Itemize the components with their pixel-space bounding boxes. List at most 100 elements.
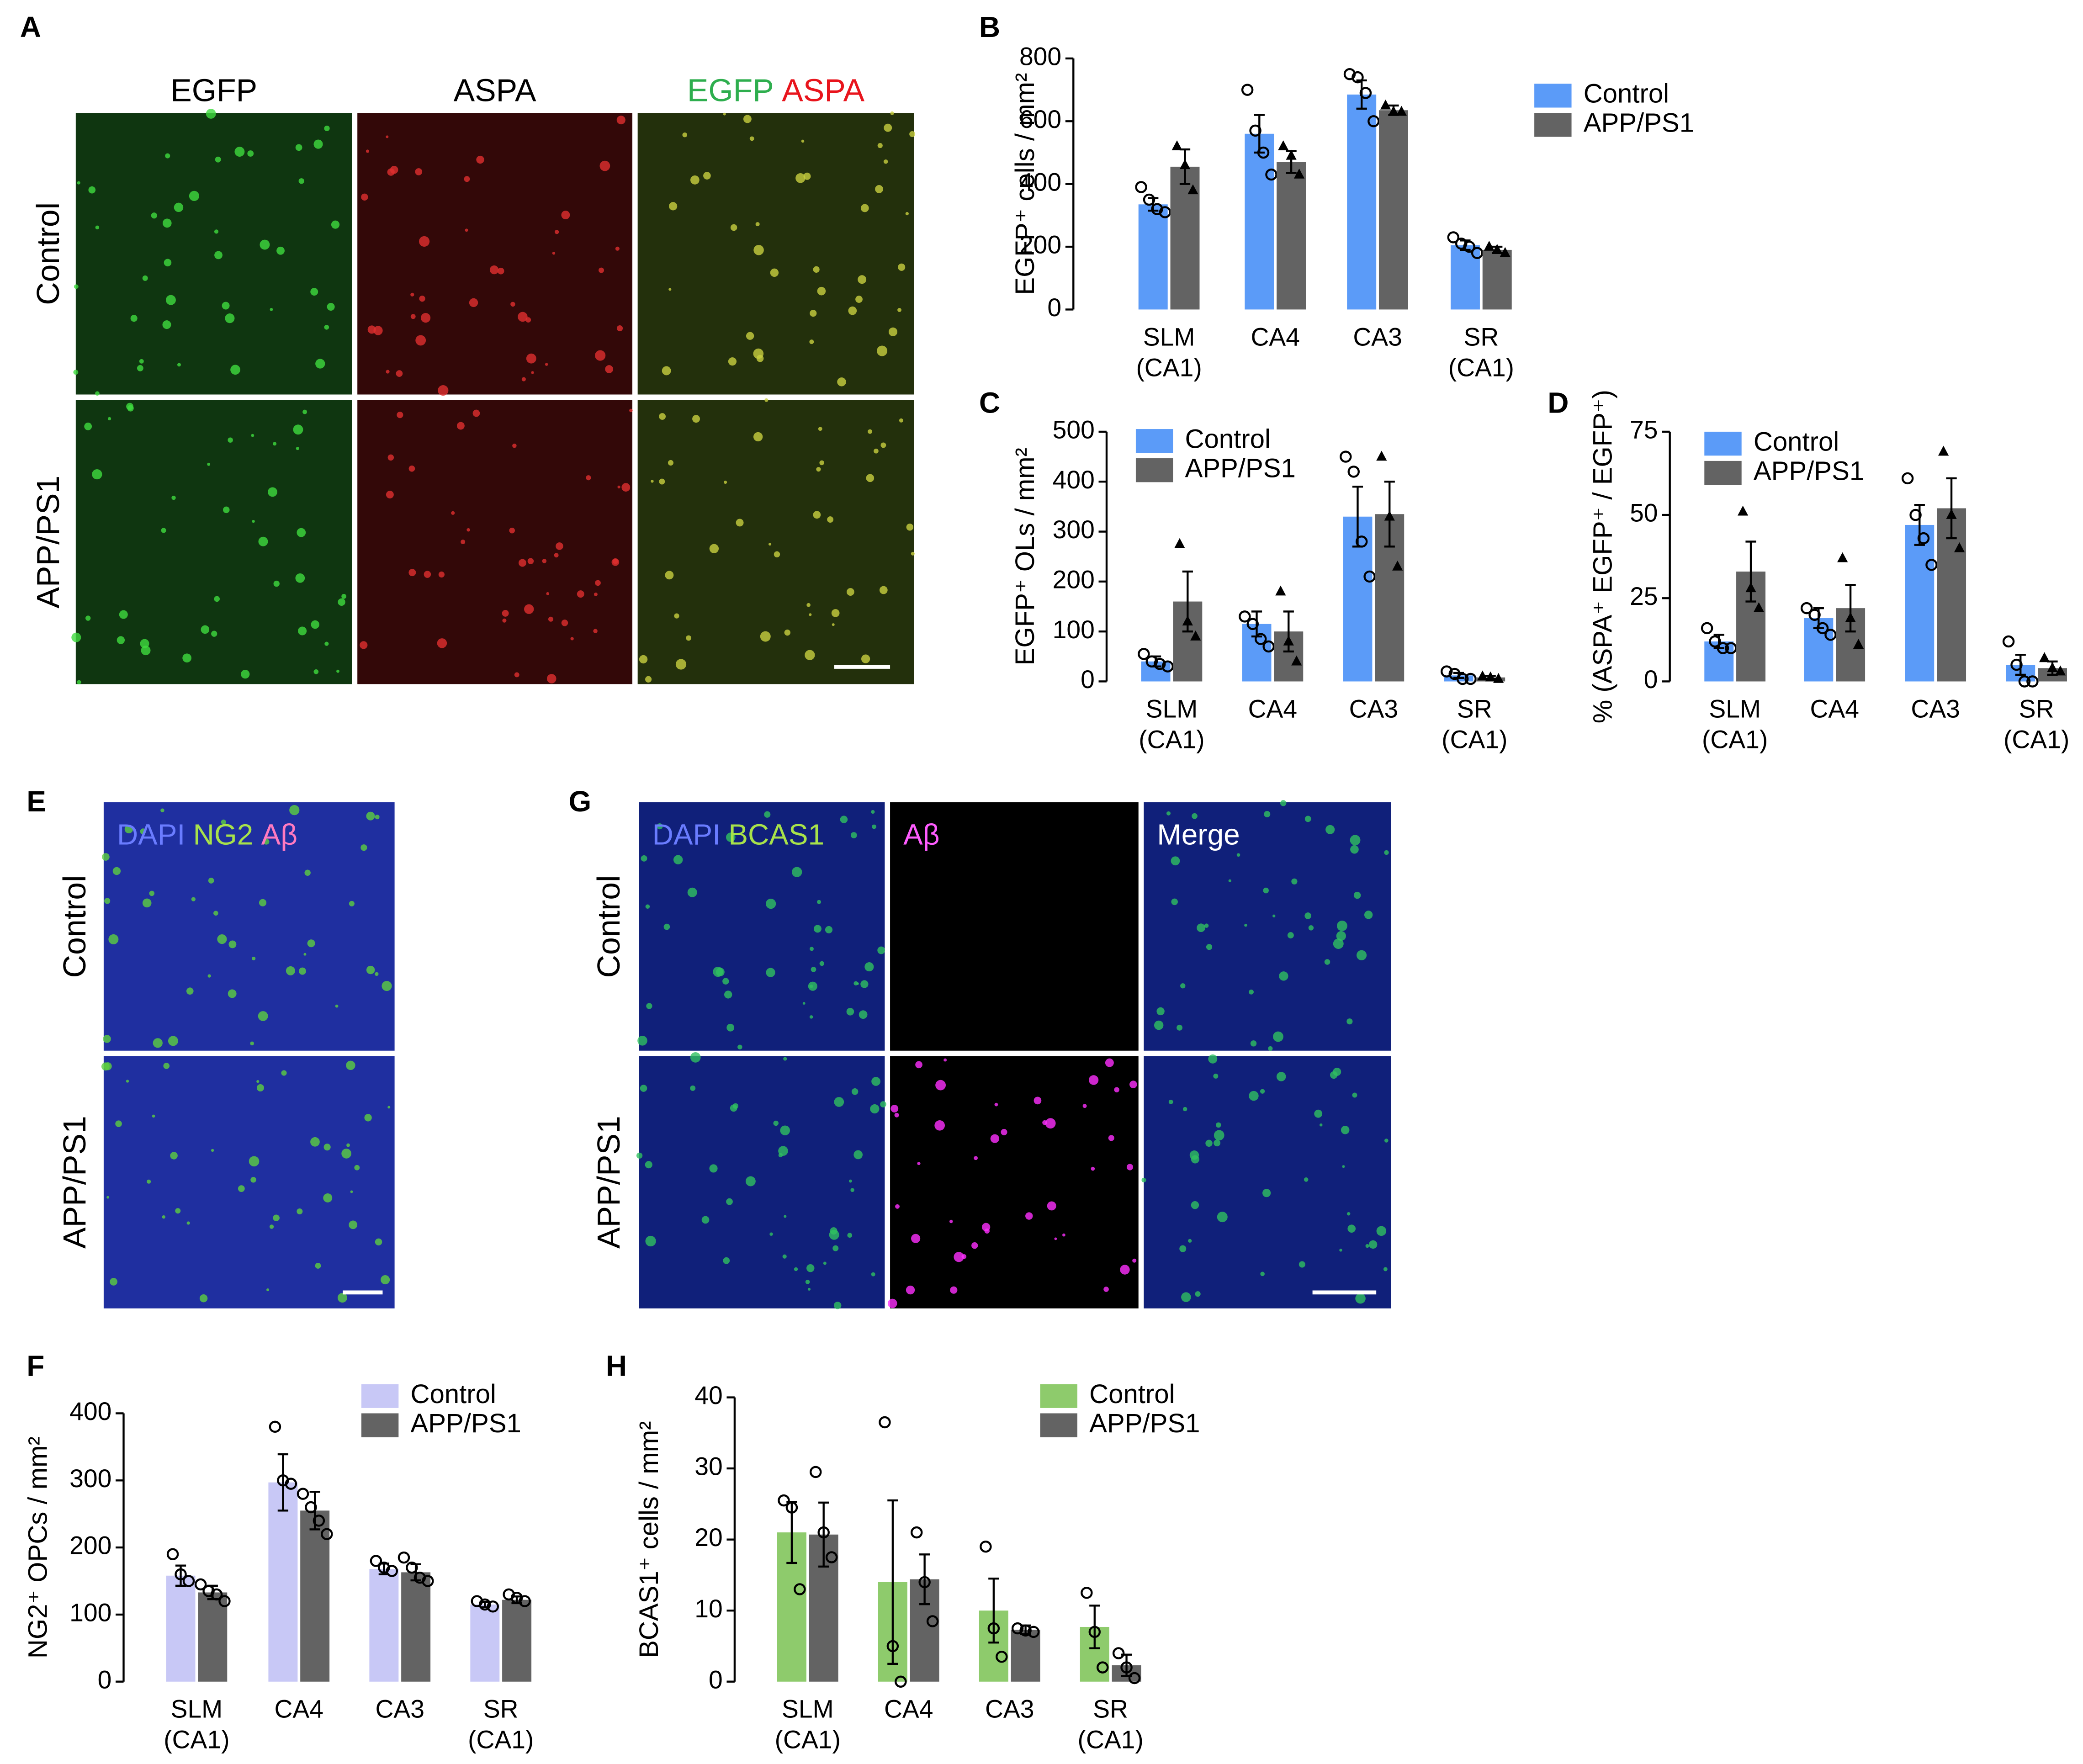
cell-spot: [349, 1220, 358, 1229]
cell-spot: [728, 357, 737, 366]
panel-letter: C: [979, 387, 1000, 419]
label-line: SR: [1463, 323, 1499, 351]
cell-spot: [234, 147, 245, 157]
cell-spot: [260, 239, 270, 250]
data-point: [1477, 670, 1488, 681]
micrograph: [357, 400, 633, 684]
data-point: [386, 1565, 398, 1577]
cell-spot: [1365, 1244, 1369, 1248]
data-point: [1745, 582, 1756, 593]
data-point: [218, 1595, 231, 1607]
data-point: [1492, 244, 1503, 254]
y-tick-label: 20: [694, 1523, 722, 1552]
cell-spot: [906, 524, 914, 531]
cell-spot: [337, 1293, 347, 1303]
micrograph: [637, 113, 914, 395]
cell-spot: [295, 144, 302, 151]
cell-spot: [476, 155, 484, 164]
cell-spot: [749, 136, 754, 141]
cell-spot: [909, 131, 916, 138]
cell-spot: [208, 878, 214, 884]
cell-spot: [211, 630, 217, 637]
cell-spot: [165, 295, 176, 305]
data-point: [1239, 610, 1251, 623]
cell-spot: [871, 1272, 875, 1277]
cell-spot: [1025, 1212, 1033, 1220]
data-point: [1376, 450, 1387, 461]
cell-spot: [899, 418, 903, 423]
cell-spot: [313, 139, 323, 149]
cell-spot: [709, 1164, 718, 1173]
data-point: [1190, 630, 1201, 641]
cell-spot: [686, 635, 691, 641]
data-point: [1808, 609, 1821, 621]
data-point: [1464, 673, 1477, 685]
cell-spot: [1264, 810, 1271, 817]
data-point: [1463, 240, 1475, 253]
data-point: [1917, 532, 1930, 545]
cell-spot: [162, 218, 172, 228]
cell-spot: [915, 1061, 922, 1069]
data-point: [810, 1466, 822, 1478]
cell-spot: [1249, 989, 1254, 995]
legend-swatch: [1135, 458, 1173, 482]
cell-spot: [250, 1041, 254, 1046]
data-point: [1187, 184, 1198, 195]
cell-spot: [298, 626, 307, 636]
cell-spot: [645, 1235, 656, 1247]
label-line: SR: [2019, 694, 2054, 723]
cell-spot: [859, 1010, 868, 1019]
cell-spot: [850, 1188, 854, 1192]
data-point: [918, 1576, 931, 1589]
label-line: (CA1): [1139, 725, 1204, 753]
cell-spot: [266, 1288, 270, 1292]
legend-swatch: [1040, 1413, 1077, 1437]
y-tick-label: 400: [69, 1397, 111, 1425]
cell-spot: [238, 1185, 245, 1192]
cell-spot: [723, 1257, 730, 1264]
cell-spot: [387, 454, 394, 461]
bar: [1450, 245, 1480, 310]
cell-spot: [732, 1103, 738, 1109]
data-point: [2010, 658, 2023, 671]
cell-spot: [837, 377, 846, 387]
legend-swatch: [361, 1384, 399, 1408]
cell-spot: [850, 832, 857, 838]
cell-spot: [335, 1004, 339, 1008]
cell-spot: [364, 1114, 372, 1122]
cell-spot: [221, 819, 226, 825]
x-tick-label: CA4: [275, 1695, 323, 1723]
cell-spot: [825, 926, 833, 934]
cell-spot: [160, 808, 164, 812]
cell-spot: [295, 573, 305, 583]
cell-spot: [1236, 853, 1240, 857]
cell-spot: [387, 1106, 391, 1109]
cell-spot: [161, 528, 166, 533]
cell-spot: [151, 212, 157, 219]
data-point: [1946, 509, 1957, 519]
x-tick-label: CA4: [1248, 694, 1297, 723]
cell-spot: [230, 365, 240, 375]
data-point: [422, 1575, 434, 1587]
label-line: SLM: [1146, 694, 1198, 723]
cell-spot: [813, 266, 820, 273]
cell-spot: [366, 149, 370, 153]
micrograph: [357, 113, 633, 395]
cell-spot: [864, 962, 874, 972]
cell-spot: [162, 320, 171, 329]
label-line: SR: [483, 1695, 519, 1723]
cell-spot: [1168, 1099, 1173, 1104]
bar: [1011, 1630, 1040, 1682]
cell-spot: [276, 246, 285, 255]
cell-spot: [1260, 1089, 1265, 1094]
y-axis-label: EGFP⁺ cells / mm²: [1010, 73, 1040, 295]
y-tick-label: 200: [1019, 231, 1061, 259]
cell-spot: [149, 890, 155, 896]
cell-spot: [594, 592, 598, 596]
legend-label: APP/PS1: [1584, 108, 1694, 138]
y-tick-label: 0: [709, 1665, 723, 1694]
cell-spot: [726, 1198, 733, 1205]
label-line: CA3: [985, 1695, 1034, 1723]
cell-spot: [1272, 914, 1276, 918]
cell-spot: [818, 427, 822, 431]
